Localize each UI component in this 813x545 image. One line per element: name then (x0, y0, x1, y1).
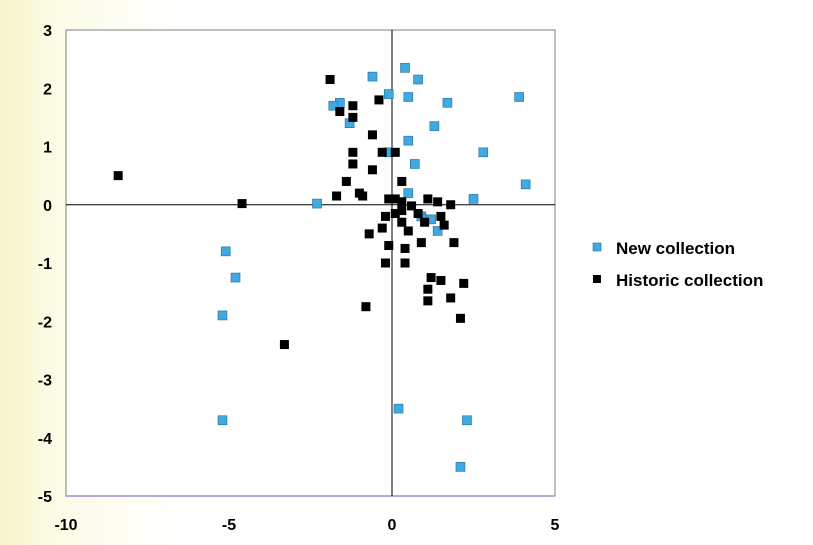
y-tick-label: 1 (43, 140, 52, 157)
new-collection-point (403, 92, 414, 102)
historic-collection-point (423, 284, 433, 294)
legend-label-historic: Historic collection (616, 271, 763, 290)
y-tick-label: 2 (43, 81, 52, 98)
historic-collection-point (325, 75, 335, 85)
new-collection-point (383, 89, 394, 99)
historic-collection-point (380, 258, 390, 268)
historic-collection-point (446, 293, 456, 303)
historic-collection-point (113, 171, 123, 181)
historic-collection-point (348, 112, 358, 122)
y-tick-label: -4 (38, 431, 52, 448)
legend-marker-historic (593, 275, 601, 283)
historic-collection-point (367, 130, 377, 140)
historic-collection-point (397, 197, 407, 207)
historic-collection-point (348, 159, 358, 169)
new-collection-point (403, 188, 414, 198)
new-collection-point (217, 415, 228, 426)
x-tick-labels: -10 -5 0 5 (54, 517, 559, 534)
y-tick-label: 0 (43, 198, 52, 215)
historic-collection-point (400, 258, 410, 268)
legend-marker-new (592, 242, 602, 252)
x-tick-label: 5 (551, 517, 560, 534)
new-collection-point (468, 194, 479, 204)
legend: New collection Historic collection (592, 239, 763, 290)
new-collection-point (455, 462, 466, 472)
new-collection-point (520, 179, 531, 190)
historic-collection-point (364, 229, 374, 239)
historic-collection-point (397, 217, 407, 227)
historic-collection-point (390, 147, 400, 157)
historic-collection-point (420, 217, 430, 227)
historic-collection-point (449, 238, 459, 248)
historic-collection-point (459, 278, 469, 288)
new-collection-point (312, 198, 322, 209)
historic-collection-point (423, 296, 433, 306)
historic-collection-point (377, 223, 387, 233)
new-collection-point (442, 98, 453, 108)
y-tick-label: -2 (38, 314, 52, 331)
legend-label-new: New collection (616, 239, 735, 258)
historic-collection-point (384, 194, 394, 204)
new-collection-point (403, 135, 414, 146)
historic-collection-point (403, 226, 413, 236)
new-collection-point (230, 272, 241, 283)
historic-collection-point (384, 241, 394, 251)
historic-collection-point (341, 176, 351, 186)
historic-collection-point (439, 220, 449, 230)
historic-collection-point (332, 191, 342, 201)
historic-collection-point (380, 211, 390, 221)
historic-collection-point (426, 273, 436, 283)
new-collection-point (217, 310, 228, 321)
historic-collection-point (374, 95, 384, 105)
new-collection-point (410, 159, 420, 169)
new-collection-point (328, 100, 339, 111)
new-collection-point (367, 71, 378, 82)
new-collection-point (462, 415, 472, 426)
historic-collection-point (397, 206, 407, 216)
new-collection-point (413, 74, 423, 85)
y-tick-label: -1 (38, 256, 52, 273)
y-tick-label: 3 (43, 23, 52, 40)
new-collection-point (432, 226, 443, 236)
historic-collection-point (377, 147, 387, 157)
historic-collection-point (348, 147, 358, 157)
historic-collection-point (416, 238, 426, 248)
historic-collection-point (423, 194, 433, 204)
new-collection-point (400, 63, 410, 73)
data-points (113, 63, 531, 472)
new-collection-point (514, 92, 524, 102)
historic-collection-point (237, 199, 247, 209)
new-collection-point (220, 246, 231, 257)
historic-collection-point (413, 208, 423, 218)
new-collection-point (478, 147, 489, 158)
historic-collection-point (348, 101, 358, 111)
y-tick-labels: 3 2 1 0 -1 -2 -3 -4 -5 (38, 23, 52, 506)
historic-collection-point (390, 194, 400, 204)
y-tick-label: -5 (38, 489, 52, 506)
historic-collection-point (354, 188, 364, 198)
new-collection-point (393, 403, 404, 414)
historic-collection-point (279, 340, 289, 350)
historic-collection-point (436, 211, 446, 221)
historic-collection-point (436, 275, 446, 285)
new-collection-point (429, 121, 440, 131)
x-tick-label: -10 (54, 517, 77, 534)
historic-collection-point (446, 200, 456, 210)
x-tick-label: -5 (222, 517, 236, 534)
x-tick-label: 0 (388, 517, 397, 534)
y-tick-label: -3 (38, 373, 52, 390)
historic-collection-point (361, 302, 371, 312)
plot-area (65, 29, 556, 497)
historic-collection-point (367, 165, 377, 175)
historic-collection-point (390, 208, 400, 218)
historic-collection-point (397, 176, 407, 186)
historic-collection-point (400, 243, 410, 253)
historic-collection-point (335, 107, 345, 117)
historic-collection-point (407, 201, 417, 211)
historic-collection-point (455, 313, 465, 323)
historic-collection-point (433, 197, 443, 207)
